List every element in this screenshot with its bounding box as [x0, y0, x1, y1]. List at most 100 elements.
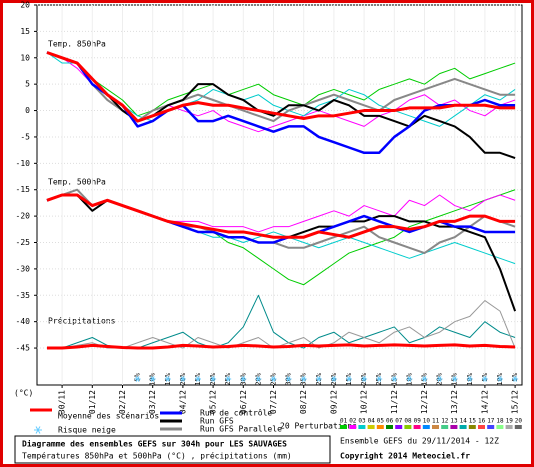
perturbations-label: 20 Perturbations — [280, 422, 357, 431]
y-tick-label: 20 — [20, 1, 30, 10]
snowflake — [285, 376, 292, 382]
annotation: Temp. 500hPa — [48, 178, 106, 187]
snowflake-arm — [331, 376, 336, 382]
snowflake-arm — [226, 376, 231, 382]
perturbation-id: 07 — [395, 418, 403, 425]
snowflake — [346, 376, 352, 382]
snowflake-arm — [467, 376, 472, 382]
legend-snowflake — [34, 426, 42, 434]
perturbation-id: 16 — [478, 418, 486, 425]
series-line — [47, 343, 516, 350]
snowflake — [436, 376, 443, 382]
perturbation-id: 09 — [414, 418, 422, 425]
perturbation-swatch — [459, 425, 467, 429]
snowflake-arm — [271, 376, 276, 382]
perturbation-swatch — [404, 425, 412, 429]
snowflake-arm — [150, 376, 155, 382]
snowflake — [451, 376, 458, 382]
snowflake-arm — [196, 376, 200, 382]
perturbation-id: 04 — [368, 418, 376, 425]
y-tick-label: 5 — [25, 80, 30, 89]
x-tick-label: 07/12 — [269, 390, 278, 414]
snowflake — [512, 376, 519, 382]
perturbation-id: 06 — [386, 418, 394, 425]
snowflake-arm — [165, 376, 170, 382]
snowflake-arm — [452, 376, 457, 382]
snowflake — [421, 376, 428, 382]
title-box — [14, 435, 331, 464]
snowflake-arm — [135, 376, 140, 382]
perturbation-id: 08 — [404, 418, 412, 425]
y-tick-label: -30 — [16, 264, 31, 273]
y-tick-label: -45 — [16, 344, 31, 353]
y-tick-label: -25 — [16, 238, 31, 247]
y-axis-label: (°C) — [14, 389, 33, 398]
snowflake — [330, 376, 337, 382]
snow-risk-label: 5% — [134, 372, 142, 381]
perturbation-swatch — [514, 425, 522, 429]
perturbation-swatch — [358, 425, 366, 429]
perturbation-id: 12 — [441, 418, 449, 425]
perturbation-swatch — [340, 425, 347, 429]
snowflake — [149, 376, 156, 382]
snowflake — [255, 376, 262, 382]
snowflake — [134, 376, 141, 382]
annotation: Temp. 850hPa — [48, 40, 106, 49]
snowflake-arm — [347, 376, 351, 382]
snowflake-arm — [437, 376, 442, 382]
copyright: Copyright 2014 Meteociel.fr — [340, 451, 470, 461]
snowflake-arm — [362, 376, 367, 382]
x-tick-label: 09/12 — [329, 390, 338, 414]
snowflake — [210, 376, 217, 382]
perturbation-swatch — [441, 425, 449, 429]
perturbation-id: 14 — [460, 418, 468, 425]
x-tick-label: 11/12 — [390, 390, 399, 414]
snowflake-arm — [180, 376, 185, 382]
perturbation-id: 20 — [515, 418, 523, 425]
series-line — [46, 51, 516, 123]
x-tick-label: 03/12 — [148, 390, 157, 414]
snowflake-arm — [498, 376, 502, 382]
perturbation-swatch — [478, 425, 485, 429]
perturbation-swatch — [367, 425, 375, 429]
plot-area — [36, 4, 523, 386]
snowflake — [406, 376, 413, 382]
y-tick-label: -40 — [16, 317, 31, 326]
series-line — [46, 51, 516, 159]
perturbation-id: 11 — [432, 418, 440, 425]
perturbation-id: 17 — [487, 418, 495, 425]
y-tick-label: 10 — [20, 53, 30, 62]
snowflake — [315, 376, 322, 382]
legend-label: Run GFS — [200, 417, 234, 426]
snowflake — [240, 376, 247, 382]
snowflake-arm — [211, 376, 216, 382]
snowflake-arm — [407, 376, 412, 382]
perturbation-id: 13 — [450, 418, 458, 425]
perturbation-id: 18 — [496, 418, 504, 425]
legend-label: Risque neige — [58, 426, 116, 435]
run-info: Ensemble GEFS du 29/11/2014 - 12Z — [340, 437, 499, 446]
perturbation-swatch — [386, 425, 393, 429]
x-tick-label: 15/12 — [511, 390, 520, 414]
x-tick-label: 14/12 — [480, 390, 489, 414]
y-tick-label: -35 — [16, 291, 31, 300]
chart-subtitle: Températures 850hPa et 500hPa (°C) , pré… — [22, 451, 292, 461]
perturbation-swatch — [505, 425, 513, 429]
perturbation-id: 19 — [506, 418, 514, 425]
perturbation-swatch — [487, 425, 495, 429]
series-line — [46, 52, 516, 117]
y-tick-label: -15 — [16, 185, 31, 194]
snowflake — [466, 376, 473, 382]
perturbation-swatch — [450, 425, 458, 429]
snowflake — [164, 376, 171, 382]
chart-title: Diagramme des ensembles GEFS sur 304h po… — [22, 439, 287, 449]
perturbation-swatch — [468, 425, 476, 429]
x-tick-label: 30/11 — [58, 390, 67, 414]
snowflake-arm — [422, 376, 427, 382]
snowflake-arm — [256, 376, 261, 382]
snowflake — [179, 376, 186, 382]
snowflake — [361, 376, 368, 382]
y-tick-label: 0 — [25, 106, 30, 115]
